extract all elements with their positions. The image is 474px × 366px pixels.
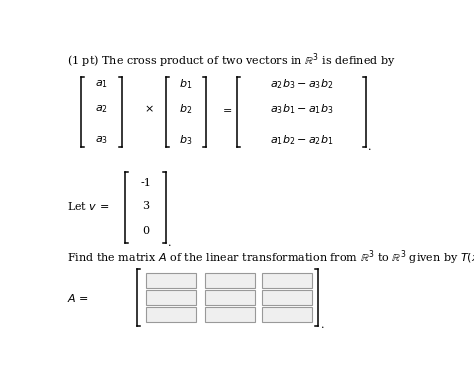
Text: $b_2$: $b_2$ (179, 102, 192, 116)
FancyBboxPatch shape (262, 273, 312, 288)
Text: $b_1$: $b_1$ (179, 77, 192, 91)
Text: .: . (321, 320, 325, 330)
Text: Find the matrix $A$ of the linear transformation from $\mathbb{R}^3$ to $\mathbb: Find the matrix $A$ of the linear transf… (66, 249, 474, 268)
Text: (1 pt) The cross product of two vectors in $\mathbb{R}^3$ is defined by: (1 pt) The cross product of two vectors … (66, 51, 395, 70)
Text: $a_3$: $a_3$ (95, 134, 108, 146)
FancyBboxPatch shape (205, 290, 255, 305)
Text: $b_3$: $b_3$ (179, 133, 192, 147)
FancyBboxPatch shape (262, 307, 312, 322)
Text: $a_2$: $a_2$ (95, 104, 108, 115)
Text: $a_3 b_1 - a_1 b_3$: $a_3 b_1 - a_1 b_3$ (270, 102, 333, 116)
Text: $=$: $=$ (220, 104, 233, 114)
Text: Let $v$ =: Let $v$ = (66, 200, 109, 212)
Text: .: . (168, 238, 171, 248)
Text: $a_1 b_2 - a_2 b_1$: $a_1 b_2 - a_2 b_1$ (270, 133, 333, 147)
FancyBboxPatch shape (146, 290, 196, 305)
Text: $\times$: $\times$ (145, 104, 154, 115)
FancyBboxPatch shape (262, 290, 312, 305)
Text: .: . (368, 142, 371, 152)
FancyBboxPatch shape (205, 273, 255, 288)
FancyBboxPatch shape (146, 307, 196, 322)
Text: 0: 0 (142, 226, 149, 236)
Text: 3: 3 (142, 201, 149, 211)
Text: $a_2 b_3 - a_3 b_2$: $a_2 b_3 - a_3 b_2$ (270, 77, 333, 91)
Text: $A$ =: $A$ = (66, 292, 89, 303)
Text: $a_1$: $a_1$ (95, 78, 108, 90)
FancyBboxPatch shape (205, 307, 255, 322)
FancyBboxPatch shape (146, 273, 196, 288)
Text: -1: -1 (140, 178, 151, 188)
